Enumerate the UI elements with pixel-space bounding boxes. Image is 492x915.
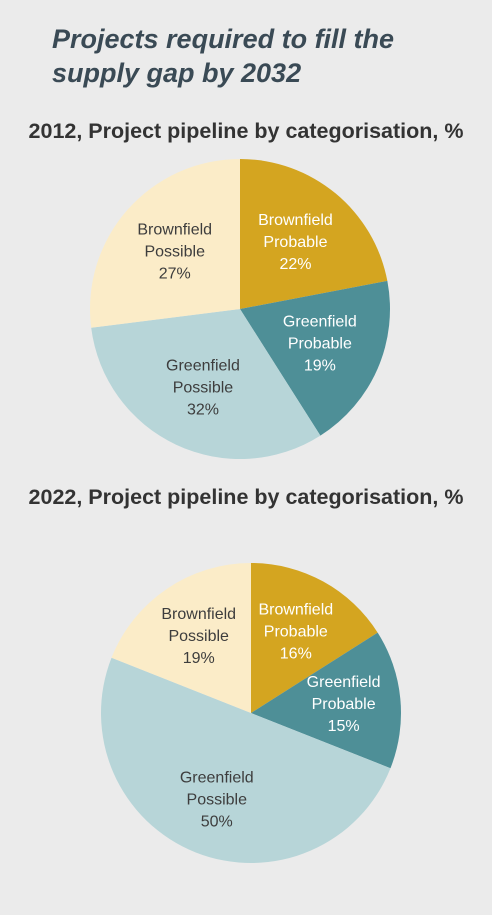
data-label-line: Probable xyxy=(288,336,352,353)
data-label: Brownfield Probable 16% xyxy=(258,602,333,663)
data-label-line: Greenfield xyxy=(307,674,381,691)
data-label-line: 22% xyxy=(279,256,311,273)
page-title: Projects required to fill the supply gap… xyxy=(52,24,395,88)
pie-slice-brownfield-possible xyxy=(89,159,240,328)
data-label-line: Brownfield xyxy=(137,221,212,238)
data-label-line: 32% xyxy=(187,402,219,419)
data-label: Brownfield Possible 27% xyxy=(137,221,212,282)
pie-slice-greenfield-possible xyxy=(91,309,321,459)
pie-slice-greenfield-possible xyxy=(101,657,391,863)
data-label-line: Possible xyxy=(144,243,205,260)
data-label-line: Brownfield xyxy=(161,606,236,623)
data-label-line: Probable xyxy=(312,696,376,713)
data-label: Greenfield Possible 50% xyxy=(180,769,254,830)
data-label-line: 19% xyxy=(183,650,215,667)
chart-title-2012: 2012, Project pipeline by categorisation… xyxy=(28,119,464,143)
pie-slice-greenfield-probable xyxy=(240,280,390,436)
data-label-line: Probable xyxy=(264,624,328,641)
data-label-line: 50% xyxy=(201,813,233,830)
data-label-line: Possible xyxy=(173,380,234,397)
data-label-line: Greenfield xyxy=(180,769,254,786)
data-label: Greenfield Probable 19% xyxy=(283,314,357,375)
data-label-line: 27% xyxy=(159,265,191,282)
pie-slice-greenfield-probable xyxy=(251,632,402,769)
data-label: Brownfield Possible 19% xyxy=(161,606,236,667)
data-label: Greenfield Probable 15% xyxy=(307,674,381,735)
pie-slice-brownfield-possible xyxy=(111,563,251,713)
pie-slice-brownfield-probable xyxy=(251,563,378,713)
pie-chart-2012: Brownfield Probable 22% Greenfield Probable 1… xyxy=(89,159,390,459)
chart-title-2022: 2022, Project pipeline by categorisation… xyxy=(28,485,464,509)
data-label: Greenfield Possible 32% xyxy=(166,358,240,419)
data-label: Brownfield Probable 22% xyxy=(258,212,333,273)
data-label-line: Possible xyxy=(168,628,229,645)
data-label-line: Probable xyxy=(263,234,327,251)
data-label-line: 15% xyxy=(328,718,360,735)
data-label-line: Greenfield xyxy=(166,358,240,375)
data-label-line: Greenfield xyxy=(283,314,357,331)
data-label-line: Brownfield xyxy=(258,212,333,229)
data-label-line: Brownfield xyxy=(258,602,333,619)
pie-chart-2022: Brownfield Probable 16% Greenfield Probable 1… xyxy=(101,563,402,863)
pie-slice-brownfield-probable xyxy=(240,159,388,309)
data-label-line: 19% xyxy=(304,358,336,375)
data-label-line: 16% xyxy=(280,646,312,663)
data-label-line: Possible xyxy=(187,791,248,808)
